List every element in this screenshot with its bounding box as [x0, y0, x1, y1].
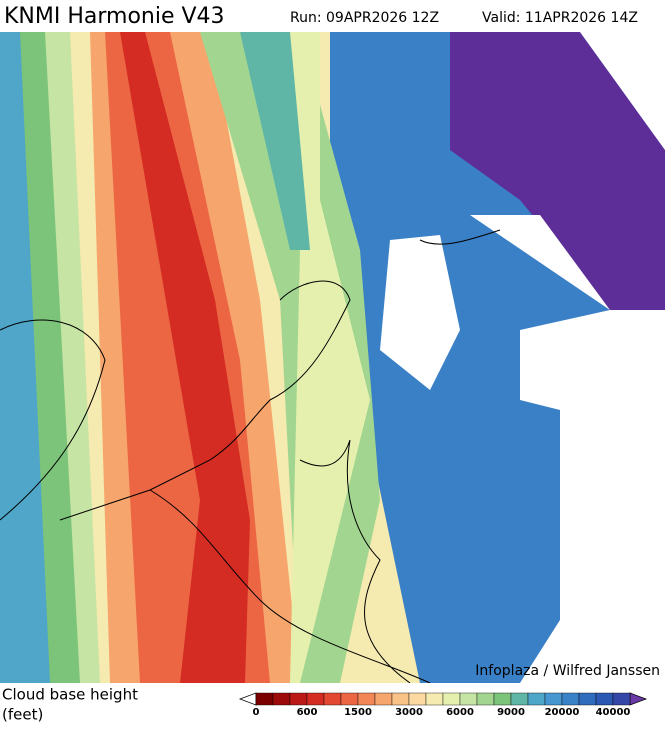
- colorbar-segment: [561, 692, 580, 706]
- colorbar-segment: [493, 692, 512, 706]
- colorbar-segment: [357, 692, 376, 706]
- colorbar: 0 600 1500 3000 6000 9000 20000 40000: [238, 692, 648, 718]
- valid-time: Valid: 11APR2026 14Z: [482, 10, 638, 26]
- colorbar-tick-label: 600: [297, 707, 318, 718]
- border: [0, 229, 501, 683]
- colorbar-segment: [476, 692, 495, 706]
- colorbar-segment: [510, 692, 529, 706]
- colorbar-tick-label: 6000: [446, 707, 474, 718]
- colorbar-segment: [544, 692, 563, 706]
- colorbar-segment: [595, 692, 614, 706]
- colorbar-segment: [272, 692, 291, 706]
- band: [450, 32, 665, 310]
- run-time: Run: 09APR2026 12Z: [290, 10, 439, 26]
- map: [0, 32, 665, 683]
- no-cloud: [470, 215, 665, 683]
- colorbar-tick-label: 9000: [497, 707, 525, 718]
- colorbar-segment: [578, 692, 597, 706]
- colorbar-segment: [374, 692, 393, 706]
- credit: Infoplaza / Wilfred Janssen: [475, 663, 660, 679]
- legend-label: (feet): [2, 706, 43, 724]
- colorbar-segment: [408, 692, 427, 706]
- colorbar-segment: [340, 692, 359, 706]
- colorbar-segment: [612, 692, 631, 706]
- colorbar-tick-label: 3000: [395, 707, 423, 718]
- colorbar-segment: [289, 692, 308, 706]
- legend-label: Cloud base height: [2, 686, 138, 704]
- colorbar-arrow: [629, 692, 648, 706]
- band: [240, 32, 370, 683]
- colorbar-tick-label: 40000: [596, 707, 631, 718]
- colorbar-tick-label: 0: [253, 707, 260, 718]
- colorbar-arrow: [238, 692, 257, 706]
- band: [240, 32, 310, 250]
- colorbar-segment: [323, 692, 342, 706]
- colorbar-segment: [459, 692, 478, 706]
- colorbar-segment: [425, 692, 444, 706]
- colorbar-tick-label: 20000: [545, 707, 580, 718]
- title: KNMI Harmonie V43: [4, 4, 225, 29]
- no-cloud: [380, 235, 460, 390]
- colorbar-segment: [442, 692, 461, 706]
- no-cloud: [580, 32, 665, 150]
- colorbar-segment: [306, 692, 325, 706]
- colorbar-segment: [527, 692, 546, 706]
- colorbar-segment: [255, 692, 274, 706]
- colorbar-segment: [391, 692, 410, 706]
- band: [120, 32, 250, 683]
- colorbar-tick-label: 1500: [344, 707, 372, 718]
